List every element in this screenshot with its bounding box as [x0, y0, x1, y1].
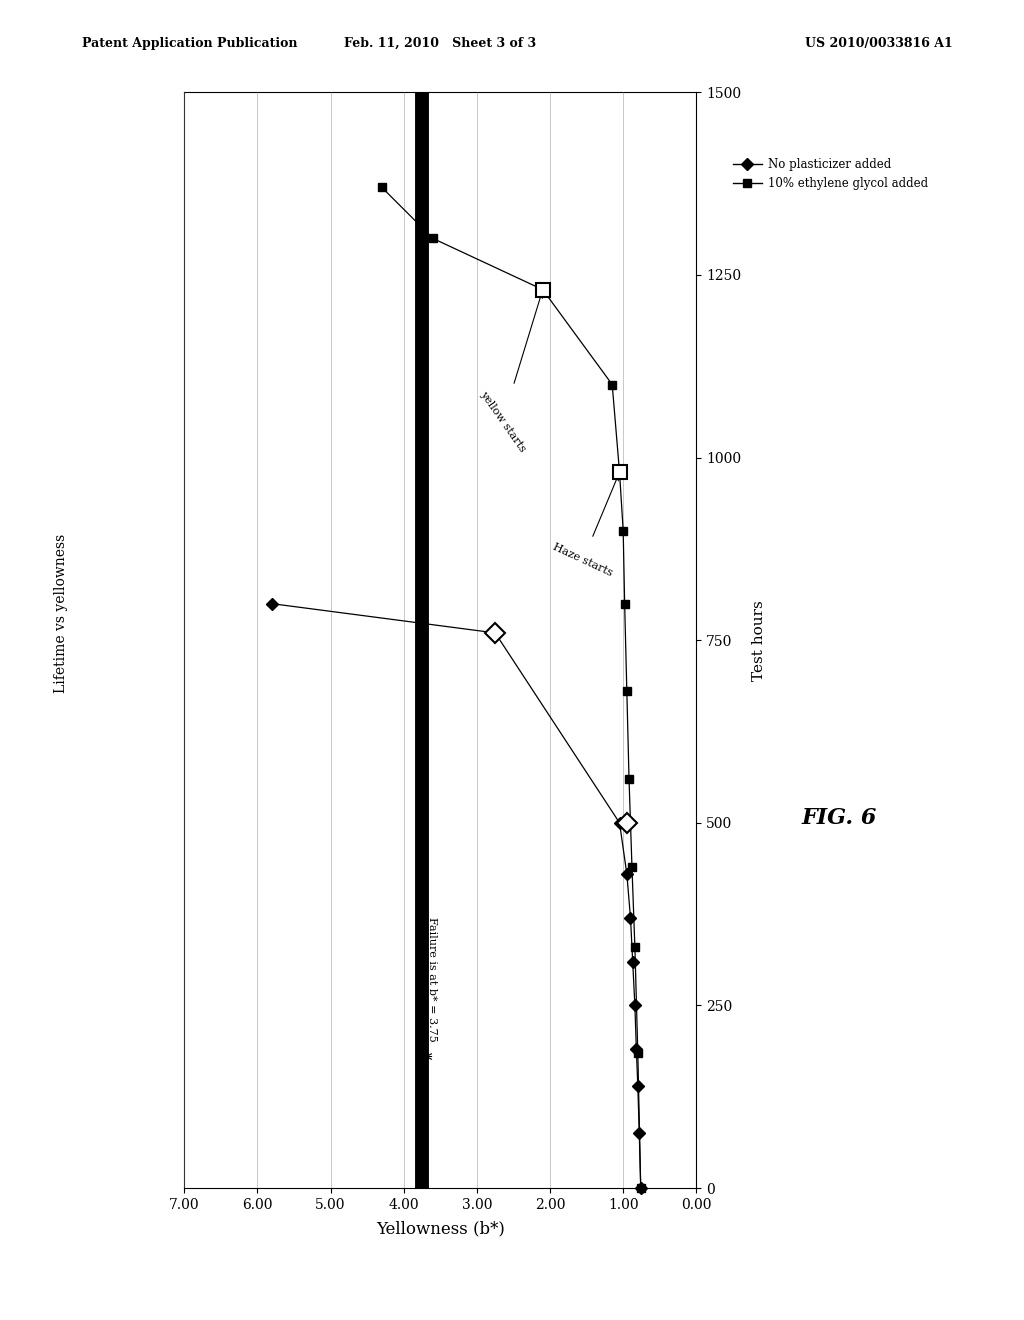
Text: Lifetime vs yellowness: Lifetime vs yellowness [54, 535, 69, 693]
Text: yellow starts: yellow starts [478, 293, 543, 453]
X-axis label: Yellowness (b*): Yellowness (b*) [376, 1220, 505, 1237]
Text: FIG. 6: FIG. 6 [802, 808, 878, 829]
Text: Feb. 11, 2010   Sheet 3 of 3: Feb. 11, 2010 Sheet 3 of 3 [344, 37, 537, 50]
Text: Haze starts: Haze starts [552, 477, 618, 578]
Text: Patent Application Publication: Patent Application Publication [82, 37, 297, 50]
Legend: No plasticizer added, 10% ethylene glycol added: No plasticizer added, 10% ethylene glyco… [728, 153, 933, 194]
Text: US 2010/0033816 A1: US 2010/0033816 A1 [805, 37, 952, 50]
Y-axis label: Test hours: Test hours [753, 599, 766, 681]
Text: Failure is at b* = 3.75: Failure is at b* = 3.75 [427, 917, 436, 1041]
